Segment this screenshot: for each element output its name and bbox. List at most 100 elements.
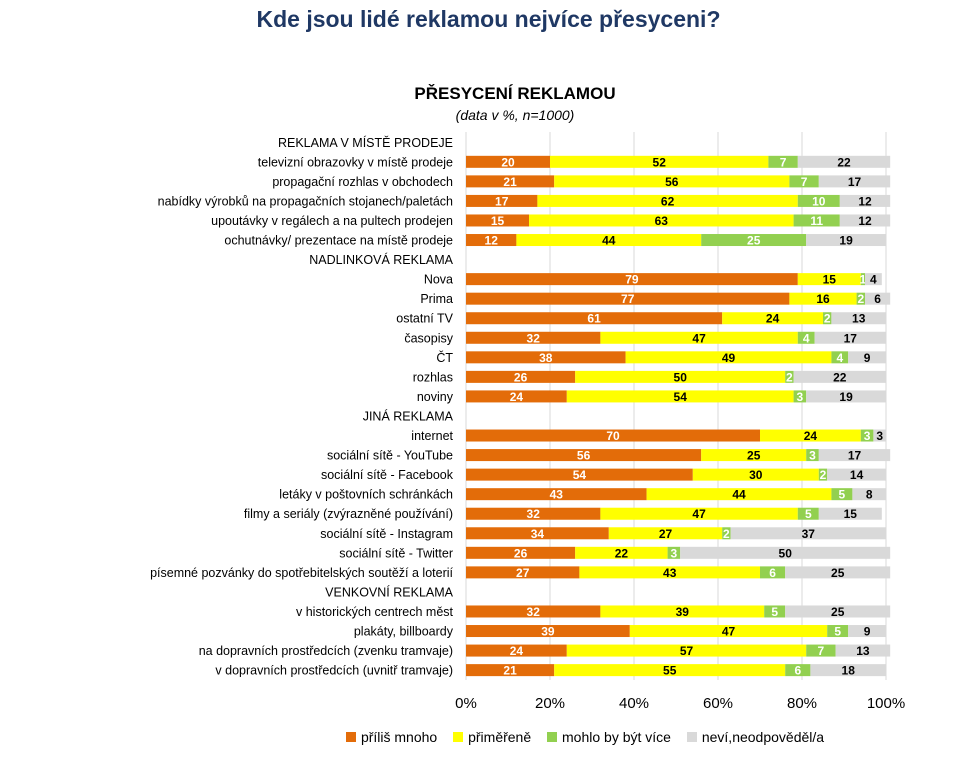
data-label: 3 [864, 429, 871, 443]
data-label: 39 [676, 605, 690, 619]
bar-nevi-neodpovedel-a [810, 664, 886, 677]
x-tick-label: 40% [619, 695, 649, 712]
data-label: 38 [539, 351, 553, 365]
data-label: 47 [722, 625, 736, 639]
data-label: 3 [671, 546, 678, 560]
legend-swatch-prilis-mnoho [345, 732, 356, 742]
x-tick-label: 80% [787, 695, 817, 712]
bar-mohlo-by-byt-vice [806, 449, 819, 462]
data-label: 22 [837, 155, 851, 169]
data-label: 9 [864, 351, 871, 365]
data-label: 3 [797, 390, 804, 404]
bar-primerene [516, 234, 702, 247]
row-label: rozhlas [413, 370, 453, 384]
legend-item-mohlo-by-byt-vice: mohlo by být více [547, 729, 671, 745]
data-label: 22 [833, 370, 847, 384]
row-label: sociální sítě - Twitter [339, 546, 453, 560]
bar-prilis-mnoho [466, 273, 798, 286]
bar-mohlo-by-byt-vice [785, 370, 794, 383]
bar-primerene [575, 546, 668, 559]
data-label: 70 [606, 429, 620, 443]
data-label: 17 [848, 175, 862, 189]
data-label: 13 [856, 644, 870, 658]
bar-nevi-neodpovedel-a [848, 351, 886, 364]
x-tick-label: 20% [535, 695, 565, 712]
bar-primerene [575, 370, 786, 383]
data-label: 3 [876, 429, 883, 443]
row-label: televizní obrazovky v místě prodeje [258, 155, 453, 169]
data-label: 32 [527, 605, 541, 619]
bar-mohlo-by-byt-vice [667, 546, 681, 559]
bar-prilis-mnoho [466, 488, 647, 501]
bar-primerene [797, 273, 861, 286]
bar-mohlo-by-byt-vice [860, 273, 865, 286]
data-label: 79 [625, 273, 639, 287]
data-label: 4 [836, 351, 843, 365]
row-label: sociální sítě - YouTube [327, 449, 453, 463]
data-label: 5 [771, 605, 778, 619]
data-label: 9 [864, 625, 871, 639]
data-label: 37 [802, 527, 816, 541]
bar-nevi-neodpovedel-a [848, 625, 886, 638]
row-label: Prima [420, 292, 453, 306]
bar-prilis-mnoho [466, 312, 723, 325]
bar-primerene [608, 527, 723, 540]
data-label: 4 [803, 331, 810, 345]
data-label: 34 [531, 527, 545, 541]
data-label: 56 [665, 175, 679, 189]
bar-prilis-mnoho [466, 468, 693, 481]
data-label: 54 [573, 468, 587, 482]
bar-mohlo-by-byt-vice [764, 605, 786, 618]
bar-nevi-neodpovedel-a [785, 605, 891, 618]
data-label: 24 [510, 390, 524, 404]
bar-nevi-neodpovedel-a [835, 644, 891, 657]
bar-prilis-mnoho [466, 234, 517, 247]
data-label: 24 [510, 644, 524, 658]
bar-prilis-mnoho [466, 507, 601, 520]
bar-prilis-mnoho [466, 546, 576, 559]
bar-primerene [550, 155, 769, 168]
bar-primerene [579, 566, 760, 579]
data-label: 52 [653, 155, 667, 169]
bar-nevi-neodpovedel-a [865, 292, 891, 305]
bar-mohlo-by-byt-vice [831, 351, 849, 364]
data-label: 47 [692, 331, 706, 345]
data-label: 20 [501, 155, 515, 169]
bar-prilis-mnoho [466, 370, 576, 383]
bar-mohlo-by-byt-vice [760, 566, 786, 579]
data-label: 61 [587, 312, 601, 326]
x-tick-label: 100% [867, 695, 905, 712]
bar-prilis-mnoho [466, 605, 601, 618]
data-label: 57 [680, 644, 694, 658]
bar-nevi-neodpovedel-a [793, 370, 886, 383]
bar-prilis-mnoho [466, 429, 760, 442]
data-label: 25 [747, 449, 761, 463]
data-label: 39 [541, 625, 555, 639]
row-label: ostatní TV [396, 312, 453, 326]
bar-prilis-mnoho [466, 449, 702, 462]
bar-primerene [600, 605, 765, 618]
bar-mohlo-by-byt-vice [797, 194, 840, 207]
data-label: 25 [747, 234, 761, 248]
page-title: Kde jsou lidé reklamou nejvíce přesyceni… [256, 6, 721, 32]
row-label: letáky v poštovních schránkách [279, 488, 453, 502]
row-label: na dopravních prostředcích (zvenku tramv… [199, 644, 453, 658]
row-label: plakáty, billboardy [354, 625, 454, 639]
bar-mohlo-by-byt-vice [823, 312, 832, 325]
row-label: filmy a seriály (zvýrazněné používání) [244, 507, 453, 521]
data-label: 56 [577, 449, 591, 463]
data-label: 21 [503, 664, 517, 678]
bar-prilis-mnoho [466, 527, 609, 540]
data-label: 7 [801, 175, 808, 189]
bar-prilis-mnoho [466, 351, 626, 364]
bar-prilis-mnoho [466, 331, 601, 344]
data-label: 47 [692, 507, 706, 521]
legend-swatch-nevi [686, 732, 697, 742]
row-label: upoutávky v regálech a na pultech prodej… [211, 214, 453, 228]
data-label: 17 [848, 449, 862, 463]
data-label: 50 [779, 546, 793, 560]
bar-nevi-neodpovedel-a [865, 273, 882, 286]
data-label: 8 [866, 488, 873, 502]
data-label: 77 [621, 292, 635, 306]
